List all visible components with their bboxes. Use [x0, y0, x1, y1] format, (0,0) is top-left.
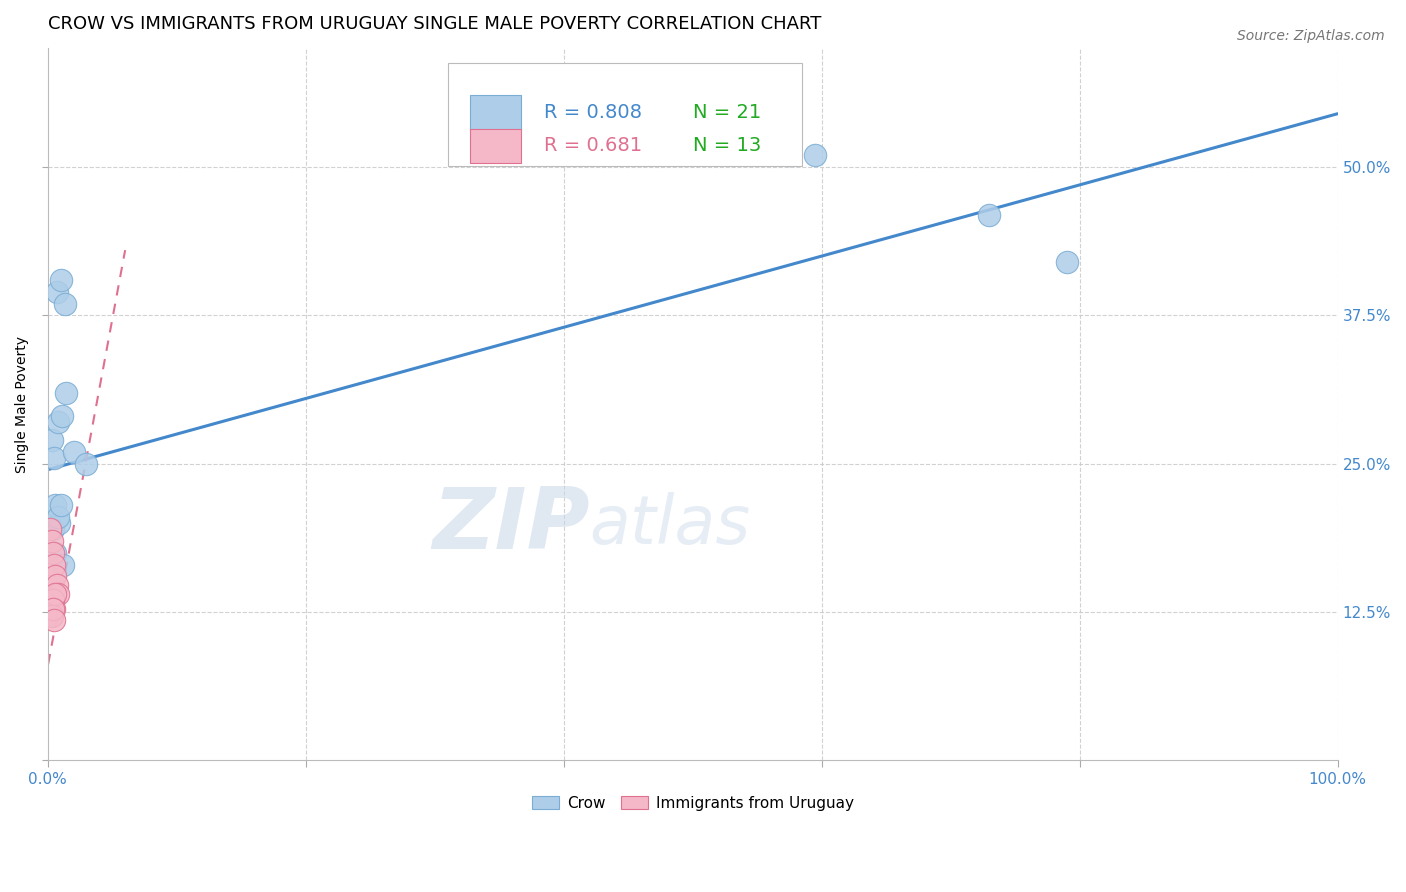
Point	[53, 296, 76, 310]
FancyBboxPatch shape	[447, 62, 803, 166]
Text: N = 21: N = 21	[693, 103, 761, 122]
Point	[979, 208, 1001, 222]
Point	[44, 587, 66, 601]
Point	[41, 608, 63, 623]
Text: Source: ZipAtlas.com: Source: ZipAtlas.com	[1237, 29, 1385, 43]
Point	[44, 569, 66, 583]
Text: R = 0.808: R = 0.808	[544, 103, 643, 122]
Point	[45, 578, 67, 592]
Point	[44, 558, 66, 572]
Point	[52, 558, 75, 572]
Point	[42, 546, 65, 560]
Text: atlas: atlas	[589, 492, 751, 558]
Text: ZIP: ZIP	[432, 484, 589, 567]
Legend: Crow, Immigrants from Uruguay: Crow, Immigrants from Uruguay	[526, 789, 860, 817]
Point	[42, 601, 65, 615]
Point	[49, 498, 72, 512]
Point	[44, 546, 66, 560]
Text: N = 13: N = 13	[693, 136, 761, 155]
Point	[46, 587, 69, 601]
Point	[44, 498, 66, 512]
Point	[41, 433, 63, 447]
Point	[75, 457, 97, 471]
Point	[804, 148, 827, 162]
FancyBboxPatch shape	[470, 95, 522, 129]
Point	[42, 522, 65, 536]
Point	[44, 601, 66, 615]
Point	[42, 593, 65, 607]
Point	[62, 445, 84, 459]
Point	[39, 522, 62, 536]
Point	[48, 516, 70, 530]
Point	[778, 148, 800, 162]
FancyBboxPatch shape	[470, 128, 522, 163]
Point	[55, 385, 77, 400]
Point	[46, 510, 69, 524]
Point	[45, 285, 67, 299]
Point	[1056, 255, 1078, 269]
Point	[44, 450, 66, 465]
Text: CROW VS IMMIGRANTS FROM URUGUAY SINGLE MALE POVERTY CORRELATION CHART: CROW VS IMMIGRANTS FROM URUGUAY SINGLE M…	[48, 15, 821, 33]
Point	[51, 409, 73, 424]
Y-axis label: Single Male Poverty: Single Male Poverty	[15, 336, 30, 473]
Text: R = 0.681: R = 0.681	[544, 136, 643, 155]
Point	[49, 273, 72, 287]
Point	[44, 613, 66, 627]
Point	[46, 415, 69, 429]
Point	[41, 533, 63, 548]
